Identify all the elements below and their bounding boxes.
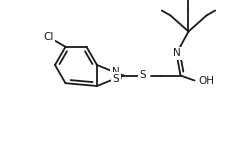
Text: S: S (112, 74, 119, 84)
Text: Cl: Cl (43, 32, 53, 42)
Text: OH: OH (198, 76, 215, 85)
Text: S: S (139, 71, 146, 80)
Text: N: N (173, 48, 180, 58)
Text: N: N (112, 67, 119, 77)
